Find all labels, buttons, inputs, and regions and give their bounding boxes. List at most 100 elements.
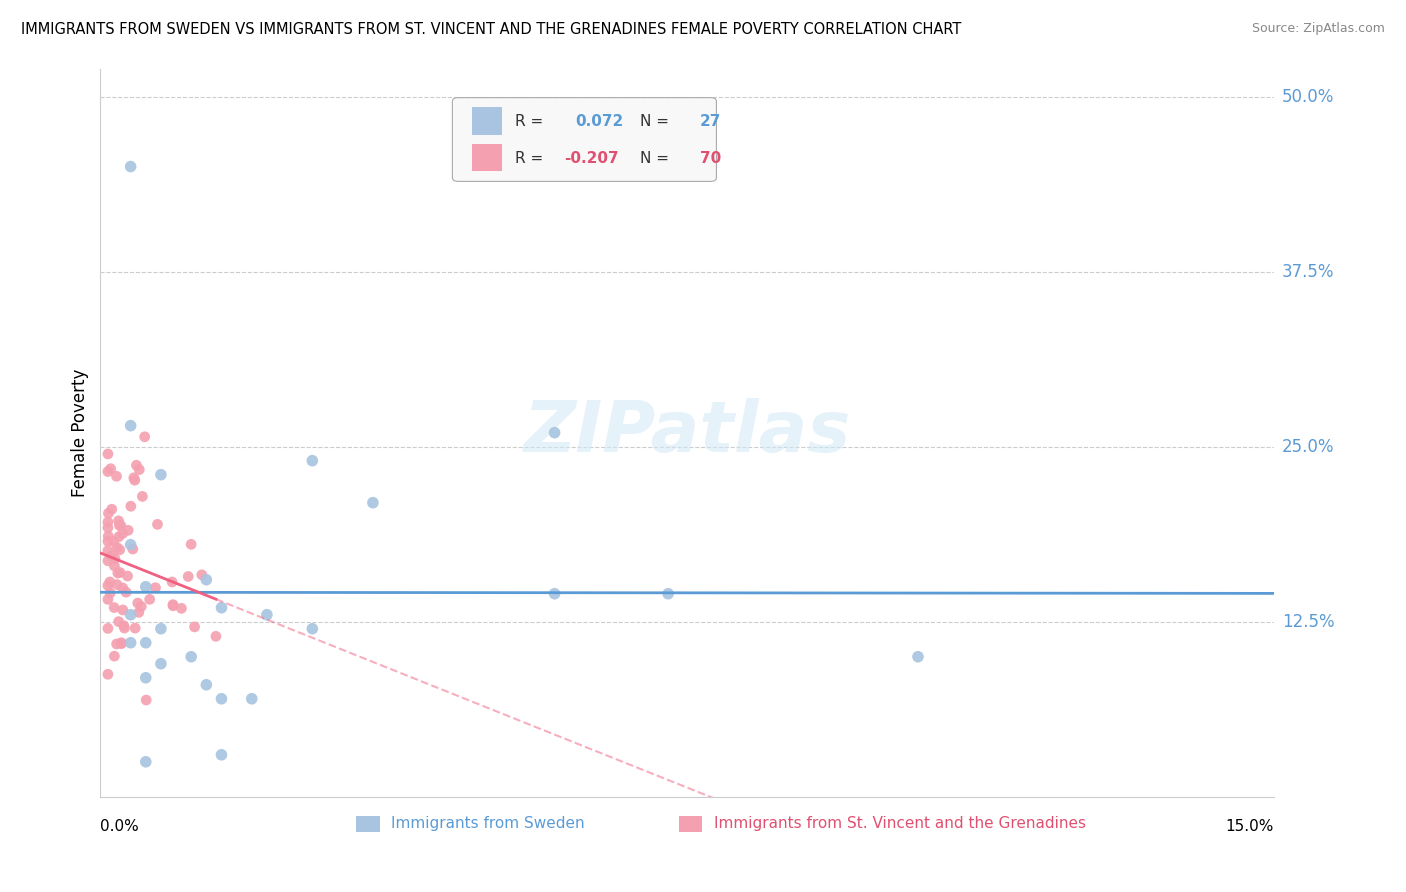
Point bbox=[131, 490, 153, 504]
Point bbox=[135, 755, 157, 769]
Text: 27: 27 bbox=[700, 114, 721, 129]
Text: Immigrants from St. Vincent and the Grenadines: Immigrants from St. Vincent and the Gren… bbox=[714, 816, 1085, 831]
Point bbox=[100, 461, 122, 475]
Point bbox=[105, 541, 128, 555]
Point bbox=[160, 574, 183, 589]
Point bbox=[301, 453, 323, 467]
Point bbox=[191, 567, 214, 582]
Point bbox=[103, 534, 125, 549]
Point bbox=[543, 587, 565, 601]
Text: N =: N = bbox=[640, 151, 673, 166]
Point bbox=[115, 585, 138, 599]
Point bbox=[97, 578, 120, 592]
Text: R =: R = bbox=[515, 114, 548, 129]
Point bbox=[149, 467, 172, 482]
Point bbox=[97, 515, 120, 529]
Point bbox=[112, 618, 135, 632]
Point bbox=[240, 691, 263, 706]
Point bbox=[97, 534, 120, 549]
Point bbox=[97, 506, 120, 520]
Point bbox=[162, 598, 184, 612]
Point bbox=[105, 469, 128, 483]
Point bbox=[107, 615, 129, 629]
Point bbox=[180, 537, 202, 551]
Point bbox=[125, 458, 148, 473]
Point bbox=[108, 542, 131, 557]
Point bbox=[211, 600, 233, 615]
Point bbox=[128, 606, 150, 620]
Text: Source: ZipAtlas.com: Source: ZipAtlas.com bbox=[1251, 22, 1385, 36]
Point bbox=[543, 425, 565, 440]
Point bbox=[110, 637, 132, 651]
Point bbox=[149, 657, 172, 671]
Point bbox=[127, 596, 149, 610]
Point bbox=[211, 747, 233, 762]
Text: ZIPatlas: ZIPatlas bbox=[523, 398, 851, 467]
Text: IMMIGRANTS FROM SWEDEN VS IMMIGRANTS FROM ST. VINCENT AND THE GRENADINES FEMALE : IMMIGRANTS FROM SWEDEN VS IMMIGRANTS FRO… bbox=[21, 22, 962, 37]
Point bbox=[120, 418, 142, 433]
Text: R =: R = bbox=[515, 151, 548, 166]
Point bbox=[162, 599, 184, 613]
Point bbox=[117, 524, 139, 538]
Text: 0.0%: 0.0% bbox=[100, 819, 139, 834]
Point bbox=[128, 462, 150, 476]
Point bbox=[135, 671, 157, 685]
Point bbox=[97, 465, 120, 479]
Point bbox=[122, 471, 145, 485]
Point bbox=[98, 586, 121, 600]
Point bbox=[145, 581, 167, 595]
Point bbox=[103, 559, 125, 574]
Point bbox=[120, 538, 142, 552]
Text: 50.0%: 50.0% bbox=[1282, 87, 1334, 105]
Point bbox=[105, 577, 128, 591]
Point bbox=[111, 581, 134, 595]
Point bbox=[111, 603, 134, 617]
Point bbox=[108, 566, 131, 580]
Point bbox=[97, 521, 120, 535]
Point bbox=[907, 649, 929, 664]
FancyBboxPatch shape bbox=[472, 144, 502, 171]
Point bbox=[135, 636, 157, 650]
Point bbox=[177, 569, 200, 583]
Text: 0.072: 0.072 bbox=[575, 114, 624, 129]
Point bbox=[97, 592, 120, 607]
Point bbox=[134, 430, 156, 444]
Point bbox=[108, 518, 131, 533]
Text: 25.0%: 25.0% bbox=[1282, 438, 1334, 456]
Point bbox=[97, 554, 120, 568]
Point bbox=[129, 599, 152, 614]
Point bbox=[301, 622, 323, 636]
Point bbox=[105, 637, 128, 651]
Point bbox=[121, 542, 143, 557]
Point bbox=[107, 566, 129, 580]
FancyBboxPatch shape bbox=[472, 107, 502, 135]
Point bbox=[205, 629, 228, 643]
Point bbox=[117, 569, 139, 583]
Point bbox=[103, 600, 125, 615]
Text: 15.0%: 15.0% bbox=[1226, 819, 1274, 834]
Point bbox=[170, 601, 193, 615]
Text: 70: 70 bbox=[700, 151, 721, 166]
Point bbox=[124, 473, 146, 487]
Point bbox=[135, 580, 157, 594]
Point bbox=[97, 447, 120, 461]
Point bbox=[97, 621, 120, 635]
Point bbox=[657, 587, 679, 601]
FancyBboxPatch shape bbox=[453, 97, 717, 181]
Point bbox=[195, 573, 218, 587]
Point bbox=[107, 514, 129, 528]
Y-axis label: Female Poverty: Female Poverty bbox=[72, 368, 89, 497]
Point bbox=[120, 636, 142, 650]
Point bbox=[120, 160, 142, 174]
Point bbox=[112, 621, 135, 635]
Point bbox=[195, 678, 218, 692]
Point bbox=[110, 518, 132, 533]
Point bbox=[110, 636, 132, 650]
Text: Immigrants from Sweden: Immigrants from Sweden bbox=[391, 816, 585, 831]
Point bbox=[146, 517, 169, 532]
Point bbox=[111, 526, 134, 541]
Point bbox=[135, 693, 157, 707]
Point bbox=[120, 607, 142, 622]
Text: 12.5%: 12.5% bbox=[1282, 613, 1334, 631]
Point bbox=[100, 549, 122, 563]
